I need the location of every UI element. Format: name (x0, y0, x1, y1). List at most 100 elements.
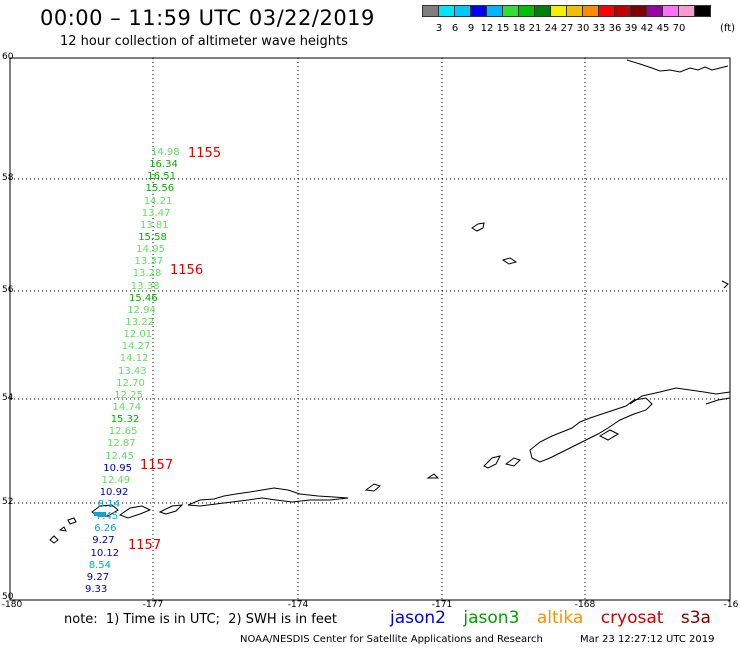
legend-label: 24 (544, 23, 558, 34)
legend-label: 9 (467, 23, 475, 34)
wave-height-label: 13.22 (125, 316, 154, 328)
legend-label: 18 (512, 23, 526, 34)
map-frame (9, 57, 731, 601)
legend-label: 39 (624, 23, 638, 34)
lat-label: 54 (2, 393, 14, 403)
wave-height-label: 7.45 (96, 511, 119, 523)
wave-height-label: 10.95 (103, 462, 132, 474)
lat-label: 58 (2, 173, 14, 183)
wave-height-label: 13.38 (130, 280, 160, 292)
wave-height-label: 8.14 (97, 499, 121, 510)
lat-label: 60 (2, 52, 14, 62)
lat-label: 56 (2, 285, 14, 295)
lon-label: -177 (142, 600, 164, 610)
legend-swatch (598, 5, 615, 17)
legend-swatch (582, 5, 599, 17)
wave-height-label: 6.26 (94, 523, 117, 535)
legend-label: 15 (496, 23, 510, 34)
legend-labels: 3 6 9 12 15 18 21 24 27 30 33 36 39 42 45 70 (422, 23, 740, 37)
legend-swatch (550, 5, 567, 17)
color-legend: 3 6 9 12 15 18 21 24 27 30 33 36 39 42 45 70 (ft) (422, 5, 735, 34)
legend-label: 36 (608, 23, 622, 34)
legend-swatch (566, 5, 583, 17)
wave-height-label: 14.98 (151, 147, 180, 158)
lon-label: -174 (287, 600, 309, 610)
legend-swatch (518, 5, 535, 17)
lon-label: -16 (723, 600, 739, 610)
legend-swatch (630, 5, 647, 17)
legend-swatch (422, 5, 439, 17)
wave-height-label: 9.27 (92, 535, 115, 547)
legend-label: 6 (451, 23, 459, 34)
wave-height-label: 12.49 (101, 474, 131, 486)
wave-height-label: 13.28 (132, 268, 162, 280)
page-title: 00:00 – 11:59 UTC 03/22/2019 (40, 6, 375, 30)
wave-height-label: 12.25 (114, 389, 143, 401)
satellite-legend: jason2 jason3 altika cryosat s3a (390, 608, 723, 628)
wave-height-label: 14.74 (112, 401, 142, 413)
wave-height-label: 13.81 (140, 219, 169, 231)
satellite-jason3: jason3 (463, 608, 520, 628)
wave-height-label: 10.12 (90, 547, 120, 559)
legend-swatch (614, 5, 631, 17)
satellite-jason2: jason2 (390, 608, 446, 628)
legend-swatch (502, 5, 519, 17)
lat-label: 50 (2, 592, 14, 602)
legend-swatches (422, 5, 711, 17)
legend-label: 42 (640, 23, 654, 34)
wave-height-label: 15.56 (145, 183, 175, 195)
time-label: 1156 (170, 263, 204, 278)
legend-label: 30 (576, 23, 590, 34)
legend-swatch (678, 5, 695, 17)
legend-swatch (694, 5, 711, 17)
wave-height-label: 15.32 (110, 414, 140, 426)
time-label: 1157 (140, 458, 174, 473)
legend-swatch (662, 5, 679, 17)
wave-height-label: 15.58 (138, 232, 167, 243)
footer-timestamp: Mar 23 12:27:12 UTC 2019 (580, 634, 715, 645)
legend-label: 45 (656, 23, 670, 34)
wave-height-label: 8.54 (88, 559, 111, 571)
wave-height-label: 12.01 (123, 329, 153, 341)
wave-height-label: 12.94 (127, 304, 156, 316)
legend-label: 27 (560, 23, 574, 34)
wave-height-label: 13.47 (141, 207, 171, 219)
wave-height-label: 13.43 (118, 365, 147, 377)
graticule (10, 58, 730, 600)
wave-height-label: 14.27 (121, 341, 151, 353)
page-subtitle: 12 hour collection of altimeter wave hei… (60, 34, 348, 49)
legend-label: 70 (672, 23, 686, 34)
wave-height-label: 14.12 (119, 353, 149, 365)
legend-swatch (486, 5, 503, 17)
wave-height-label: 12.70 (116, 377, 145, 389)
legend-unit: (ft) (720, 23, 736, 34)
wave-height-label: 15.46 (129, 292, 158, 304)
wave-height-label: 16.51 (147, 171, 176, 183)
legend-label: 33 (592, 23, 606, 34)
time-label: 1155 (188, 146, 222, 161)
legend-swatch (534, 5, 551, 17)
legend-swatch (470, 5, 487, 17)
legend-label: 3 (435, 23, 443, 34)
lon-label: -180 (1, 600, 23, 610)
track-points (94, 512, 106, 516)
wave-height-label: 14.95 (136, 244, 165, 256)
wave-height-label: 16.34 (149, 159, 178, 171)
wave-height-label: 12.65 (108, 426, 138, 438)
time-label: 1157 (128, 538, 162, 553)
wave-height-label: 9.33 (85, 584, 108, 595)
wave-height-label: 9.27 (86, 571, 110, 583)
satellite-cryosat: cryosat (600, 608, 664, 628)
footer-credit: NOAA/NESDIS Center for Satellite Applica… (240, 634, 543, 645)
legend-label: 21 (528, 23, 542, 34)
legend-swatch (646, 5, 663, 17)
lon-label: -168 (574, 600, 596, 610)
lat-label: 52 (2, 497, 14, 507)
satellite-s3a: s3a (680, 608, 711, 628)
lon-label: -171 (431, 600, 453, 610)
wave-height-label: 10.92 (99, 486, 129, 498)
coastline (49, 59, 731, 544)
wave-height-label: 14.21 (143, 195, 173, 207)
satellite-altika: altika (536, 608, 584, 628)
